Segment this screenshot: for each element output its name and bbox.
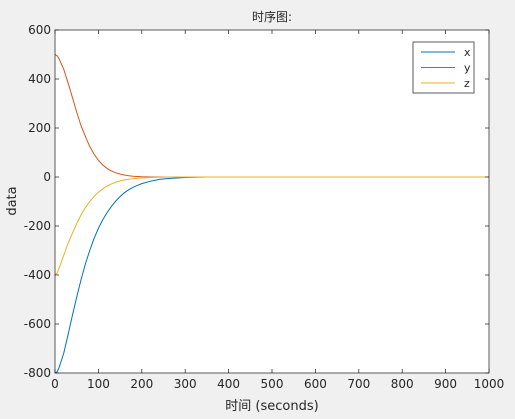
x-tick-label: 400: [217, 377, 240, 391]
x-tick-label: 300: [174, 377, 197, 391]
x-tick-label: 600: [304, 377, 327, 391]
x-tick-label: 200: [130, 377, 153, 391]
legend: xyz: [412, 41, 475, 94]
x-tick-label: 1000: [474, 377, 505, 391]
series-layer: [54, 54, 489, 374]
x-axis-label: 时间 (seconds): [225, 399, 318, 414]
x-tick-label: 0: [51, 377, 59, 391]
x-tick-label: 700: [347, 377, 370, 391]
y-tick-label: -800: [24, 366, 51, 380]
x-tick-label: 800: [391, 377, 414, 391]
chart-title: 时序图:: [252, 9, 292, 24]
y-axis: -800 -600 -400 -200 0 200 400 600: [24, 23, 489, 380]
y-tick-label: -400: [24, 268, 51, 282]
series-line-z: [54, 176, 489, 276]
y-tick-label: -200: [24, 219, 51, 233]
y-tick-label: 0: [43, 170, 51, 184]
x-tick-label: 100: [87, 377, 110, 391]
y-axis-label: data: [5, 186, 20, 215]
legend-label-z: z: [464, 77, 470, 90]
y-tick-label: 600: [28, 23, 51, 37]
y-tick-label: 200: [28, 121, 51, 135]
legend-label-x: x: [464, 46, 471, 59]
x-axis: 0 100 200 300 400 500 600 700 800 900 1000: [51, 30, 504, 391]
y-tick-label: 400: [28, 72, 51, 86]
legend-label-y: y: [464, 62, 471, 75]
x-tick-label: 500: [261, 377, 284, 391]
x-tick-label: 900: [434, 377, 457, 391]
y-tick-label: -600: [24, 317, 51, 331]
